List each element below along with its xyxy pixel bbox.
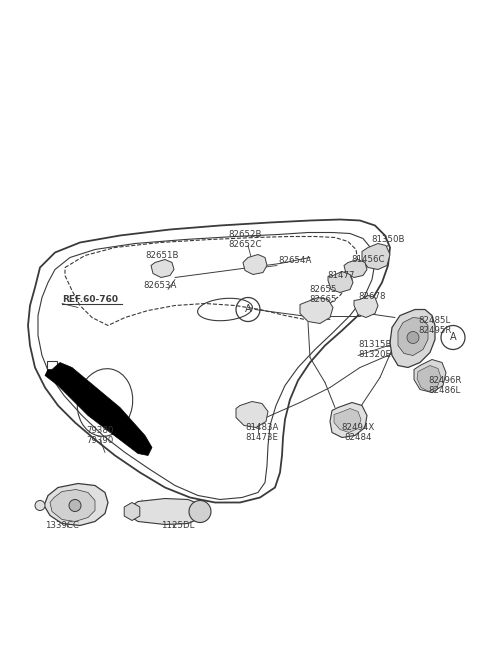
Text: 82651B: 82651B xyxy=(145,251,179,260)
Text: 82494X
82484: 82494X 82484 xyxy=(341,422,374,442)
Text: 82654A: 82654A xyxy=(278,256,312,265)
Circle shape xyxy=(69,500,81,512)
Polygon shape xyxy=(328,272,353,293)
Text: 82653A: 82653A xyxy=(144,281,177,290)
Text: A: A xyxy=(245,305,252,314)
Polygon shape xyxy=(414,360,446,392)
Polygon shape xyxy=(44,483,108,525)
Text: 81315B
81320E: 81315B 81320E xyxy=(358,340,392,359)
Text: 82678: 82678 xyxy=(358,292,386,301)
Polygon shape xyxy=(362,244,390,269)
Text: 81350B: 81350B xyxy=(371,235,405,244)
Circle shape xyxy=(407,331,419,343)
Polygon shape xyxy=(330,403,367,438)
Polygon shape xyxy=(50,489,95,521)
Text: 81483A
81473E: 81483A 81473E xyxy=(245,422,279,442)
Polygon shape xyxy=(417,365,441,392)
Text: 1125DL: 1125DL xyxy=(161,521,195,530)
Circle shape xyxy=(35,500,45,510)
Polygon shape xyxy=(45,362,152,455)
Polygon shape xyxy=(398,318,428,356)
Polygon shape xyxy=(344,259,367,278)
Text: 81477: 81477 xyxy=(327,271,355,280)
Polygon shape xyxy=(300,297,333,324)
Polygon shape xyxy=(236,402,268,428)
Text: A: A xyxy=(450,333,456,343)
Text: 1339CC: 1339CC xyxy=(45,521,79,530)
Ellipse shape xyxy=(189,500,211,523)
Polygon shape xyxy=(151,259,174,278)
Text: REF.60-760: REF.60-760 xyxy=(62,295,118,304)
Text: 81456C: 81456C xyxy=(351,255,385,264)
Polygon shape xyxy=(390,310,435,367)
Text: 82655
82665: 82655 82665 xyxy=(309,285,337,304)
Polygon shape xyxy=(243,255,267,274)
Text: 82496R
82486L: 82496R 82486L xyxy=(428,376,461,395)
Text: 82485L
82495R: 82485L 82495R xyxy=(418,316,451,335)
Text: 82652B
82652C: 82652B 82652C xyxy=(228,230,262,249)
Text: 79380
79390: 79380 79390 xyxy=(86,426,114,445)
Bar xyxy=(47,360,57,371)
Polygon shape xyxy=(334,409,361,432)
Polygon shape xyxy=(354,295,378,318)
Polygon shape xyxy=(128,498,202,525)
